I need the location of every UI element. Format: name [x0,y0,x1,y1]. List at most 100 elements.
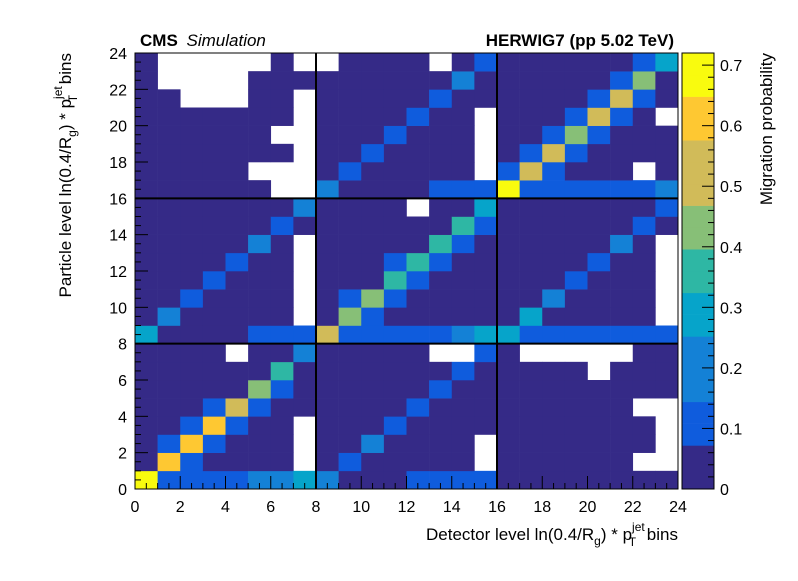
heatmap-cell [157,252,181,272]
heatmap-cell [270,361,294,381]
heatmap-cell [225,143,249,163]
heatmap-cell [610,434,634,453]
heatmap-cell [497,343,520,363]
heatmap-cell [180,271,204,290]
heatmap-cell [497,252,520,272]
heatmap-cell [157,89,181,108]
heatmap-cell [361,343,385,363]
palette-swatch [682,118,714,141]
heatmap-cell [316,252,339,272]
heatmap-cell [474,307,498,326]
x-tick-label: 24 [669,499,687,516]
heatmap-cell [497,325,520,344]
z-tick-label: 0.6 [720,119,742,136]
y-tick-label: 14 [109,228,127,245]
heatmap-cell [270,434,294,453]
heatmap-cell [542,71,566,90]
heatmap-cell [338,143,362,163]
heatmap-cell [451,162,475,181]
heatmap-cell [564,470,588,490]
palette-swatch [682,205,714,228]
heatmap-cell [632,198,656,217]
heatmap-cell [338,216,362,235]
heatmap-cell [225,125,249,145]
heatmap-cell [316,180,339,199]
heatmap-cell [202,361,226,381]
heatmap-cell [270,325,294,344]
heatmap-cell [429,434,453,453]
heatmap-cell [587,325,611,344]
heatmap-cell [519,53,543,72]
heatmap-cell [157,271,181,290]
palette-swatch [682,249,714,272]
heatmap-cell [632,216,656,235]
heatmap-cell [542,307,566,326]
heatmap-cell [383,325,407,344]
heatmap-cell [587,162,611,181]
heatmap-cell [248,234,272,254]
heatmap-cell [519,434,543,453]
heatmap-cell [564,380,588,399]
heatmap-cell [519,380,543,399]
heatmap-cell [338,325,362,344]
heatmap-cell [451,434,475,453]
heatmap-cell [316,470,339,490]
heatmap-cell [610,361,634,381]
heatmap-cell [542,107,566,126]
palette-swatch [682,314,714,337]
heatmap-cell [135,234,158,254]
heatmap-cell [406,380,430,399]
heatmap-cell [429,89,453,108]
heatmap-cell [270,343,294,363]
heatmap-cell [248,343,272,363]
heatmap-cell [564,398,588,417]
heatmap-cell [542,434,566,453]
heatmap-cell [361,361,385,381]
x-axis-label: Detector level ln(0.4/Rg) * pjet T bins [426,520,678,549]
heatmap-cell [248,198,272,217]
x-tick-label: 22 [624,499,642,516]
heatmap-cell [406,143,430,163]
heatmap-cell [202,143,226,163]
heatmap-cell [406,289,430,308]
heatmap-cell [542,180,566,199]
heatmap-cell [180,307,204,326]
heatmap-cell [338,452,362,472]
heatmap-cell [383,252,407,272]
x-tick-label: 16 [488,499,506,516]
z-tick-label: 0.5 [720,179,742,196]
heatmap-cell [383,216,407,235]
heatmap-cell [655,162,679,181]
heatmap-cell [225,198,249,217]
heatmap-cell [225,325,249,344]
heatmap-cell [135,252,158,272]
heatmap-cell [248,289,272,308]
heatmap-cell [383,234,407,254]
heatmap-cell [135,162,158,181]
x-tick-label: 8 [312,499,321,516]
heatmap-cell [157,452,181,472]
heatmap-cell [519,180,543,199]
heatmap-cell [202,234,226,254]
heatmap-cell [157,380,181,399]
y-tick-label: 16 [109,191,127,208]
heatmap-cell [135,89,158,108]
heatmap-cell [655,343,679,363]
heatmap-cell [383,452,407,472]
heatmap-cell [519,216,543,235]
heatmap-cell [451,143,475,163]
heatmap-cell [655,53,679,72]
heatmap-cell [610,380,634,399]
heatmap-cell [610,125,634,145]
heatmap-cell [202,162,226,181]
heatmap-cell [383,162,407,181]
heatmap-cell [180,216,204,235]
heatmap-cell [429,452,453,472]
heatmap-cell [180,343,204,363]
z-tick-label: 0.4 [720,240,742,257]
heatmap-cell [519,162,543,181]
heatmap-cell [180,252,204,272]
palette-swatch [682,140,714,163]
heatmap-cell [338,271,362,290]
heatmap-cell [542,162,566,181]
